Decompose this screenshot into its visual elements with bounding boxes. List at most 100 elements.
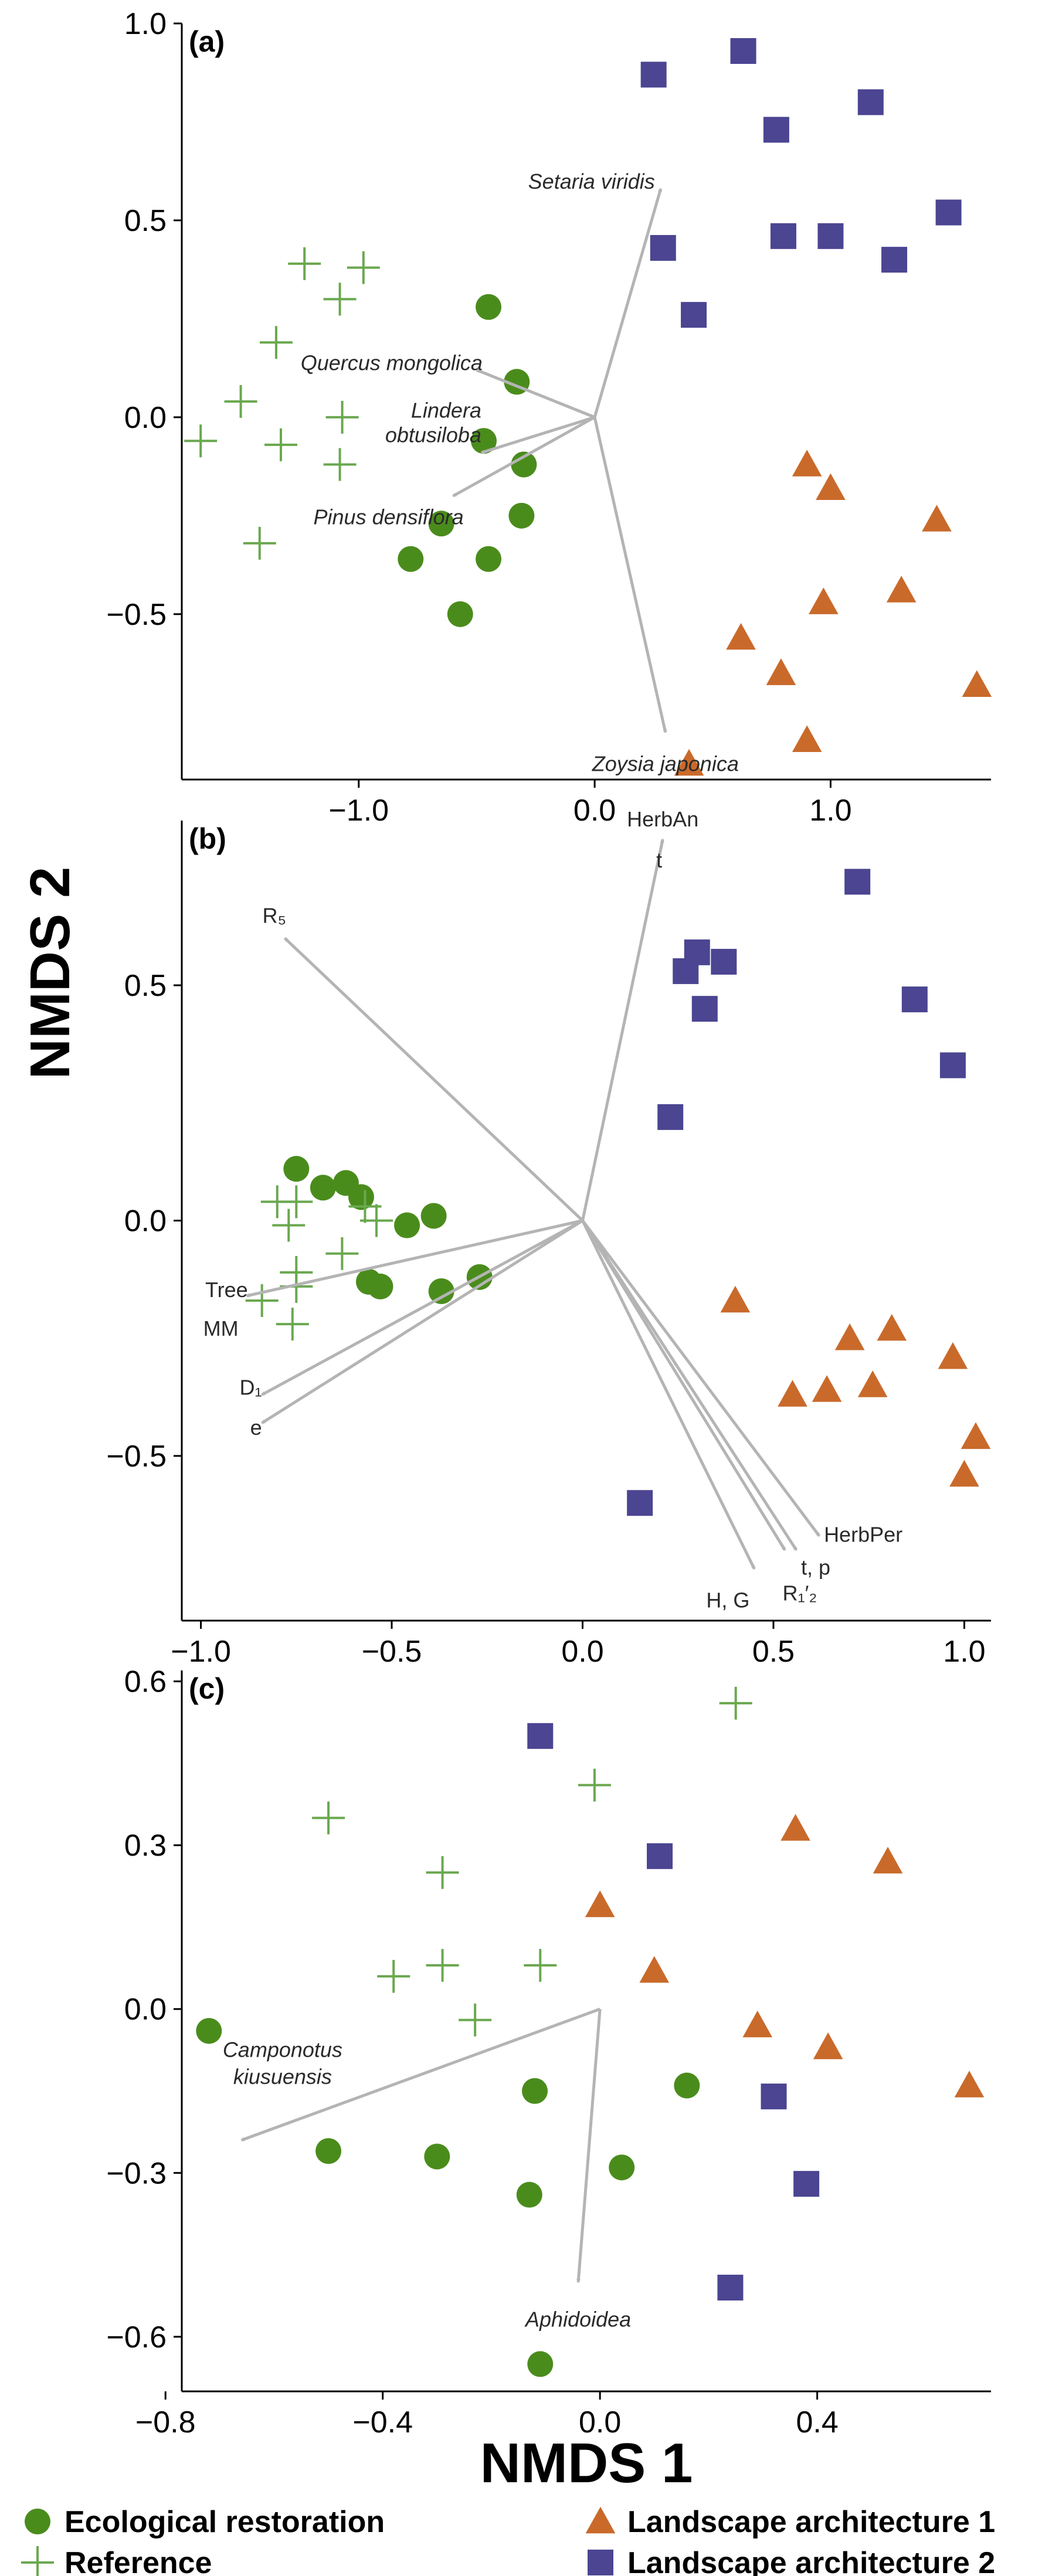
data-point	[922, 505, 952, 532]
data-point	[585, 1890, 615, 1917]
series-ecological-restoration	[398, 294, 537, 627]
data-point	[428, 511, 454, 537]
data-point	[954, 2070, 985, 2098]
data-point	[476, 294, 502, 320]
data-point	[674, 748, 704, 776]
data-point	[511, 451, 537, 478]
legend-marker	[21, 2546, 54, 2576]
vector-label: HerbAn	[627, 807, 698, 831]
vector-label: t	[656, 848, 662, 872]
vector-label: Quercus mongolica	[301, 351, 483, 375]
vector-arrow	[581, 1220, 756, 1569]
y-tick-label: −0.5	[106, 1440, 167, 1474]
vector-arrow	[481, 416, 595, 454]
vector-arrow	[242, 2007, 601, 2142]
data-point	[949, 1459, 979, 1487]
x-tick-label: 0.4	[796, 2405, 838, 2439]
vector-arrow	[477, 368, 596, 419]
data-point	[527, 1723, 554, 1749]
x-tick-label: 0.0	[561, 1635, 603, 1669]
vector-arrow	[581, 1220, 798, 1550]
data-point	[359, 1204, 393, 1237]
vector-arrow	[581, 1220, 786, 1550]
data-point	[766, 658, 796, 685]
vector-label: t, p	[801, 1556, 830, 1580]
vector-arrow	[262, 1219, 583, 1424]
data-point	[245, 1284, 279, 1317]
data-point	[742, 2010, 773, 2037]
data-point	[857, 1370, 888, 1397]
data-point	[627, 1490, 653, 1516]
data-point	[476, 546, 502, 572]
data-point	[524, 1949, 557, 1982]
data-point	[817, 223, 844, 249]
data-point	[939, 1052, 966, 1078]
vector-arrow	[453, 416, 596, 498]
vector-arrow	[581, 1219, 821, 1536]
data-point	[426, 1949, 459, 1982]
data-point	[681, 302, 707, 328]
data-point	[420, 1203, 447, 1229]
vector-label: HerbPer	[824, 1522, 902, 1546]
y-tick-label: −0.5	[106, 598, 167, 632]
y-tick-label: 1.0	[124, 7, 167, 41]
vector-arrow	[284, 937, 584, 1222]
vector-arrow	[262, 1219, 583, 1396]
data-point	[264, 428, 297, 461]
data-point	[196, 2018, 222, 2044]
data-point	[259, 326, 293, 359]
legend-marker	[585, 2506, 616, 2534]
data-point	[812, 1375, 842, 1402]
vector-label: Zoysia japonica	[592, 751, 739, 775]
data-point	[873, 1846, 903, 1874]
panel-c: −0.8 −0.4 0.0 0.4 −0.6 −0.3 0.0 0.3 0.6 (c) Campon…	[106, 1665, 991, 2439]
vector-arrow	[247, 1219, 583, 1298]
vector-label: D₁	[240, 1376, 262, 1400]
x-tick-label: −1.0	[171, 1635, 231, 1669]
y-tick-label: −0.6	[106, 2320, 167, 2354]
series-landscape-architecture-1	[585, 1813, 985, 2098]
panel-label: (b)	[189, 822, 226, 855]
data-point	[394, 1212, 420, 1238]
vector-label: Camponotus	[223, 2037, 342, 2061]
data-point	[470, 428, 497, 454]
data-point	[398, 546, 424, 572]
panel-label: (a)	[189, 25, 225, 58]
y-tick-label: 0.3	[124, 1829, 167, 1863]
data-point	[272, 1209, 306, 1242]
data-point	[447, 601, 473, 627]
legend-label: Reference	[65, 2546, 212, 2576]
series-landscape-architecture-1	[674, 450, 992, 776]
legend-item-reference: Reference	[21, 2546, 212, 2576]
legend-marker	[25, 2509, 50, 2534]
x-tick-label: 0.0	[573, 794, 616, 828]
vector-label: H, G	[706, 1588, 749, 1612]
vector-arrow	[593, 189, 663, 418]
data-point	[691, 996, 718, 1022]
data-point	[315, 2138, 342, 2164]
panel-a: −1.0 0.0 1.0 −0.5 0.0 0.5 1.0 (a) Setaria viridi…	[106, 7, 992, 828]
legend-label: Landscape architecture 1	[627, 2505, 995, 2539]
data-point	[938, 1342, 968, 1369]
data-point	[348, 1184, 374, 1210]
series-landscape-architecture-2	[640, 38, 962, 328]
data-point	[813, 2032, 843, 2060]
x-axis-title: NMDS 1	[480, 2432, 693, 2495]
data-point	[243, 526, 276, 560]
data-point	[312, 1801, 345, 1835]
vector-label: obtusiloba	[385, 423, 481, 447]
data-point	[640, 62, 667, 88]
data-point	[508, 502, 535, 529]
data-point	[834, 1323, 865, 1350]
vector-label: Setaria viridis	[528, 169, 655, 193]
series-landscape-architecture-1	[720, 1285, 991, 1487]
series-reference	[312, 1686, 752, 2037]
legend-item-landscape-architecture-2: Landscape architecture 2	[588, 2546, 995, 2576]
legend: Ecological restoration Landscape architec…	[21, 2505, 995, 2576]
data-point	[763, 117, 789, 143]
data-point	[778, 1380, 807, 1407]
data-point	[224, 385, 257, 418]
data-point	[276, 1308, 309, 1341]
vector-label: Aphidoidea	[524, 2308, 631, 2332]
